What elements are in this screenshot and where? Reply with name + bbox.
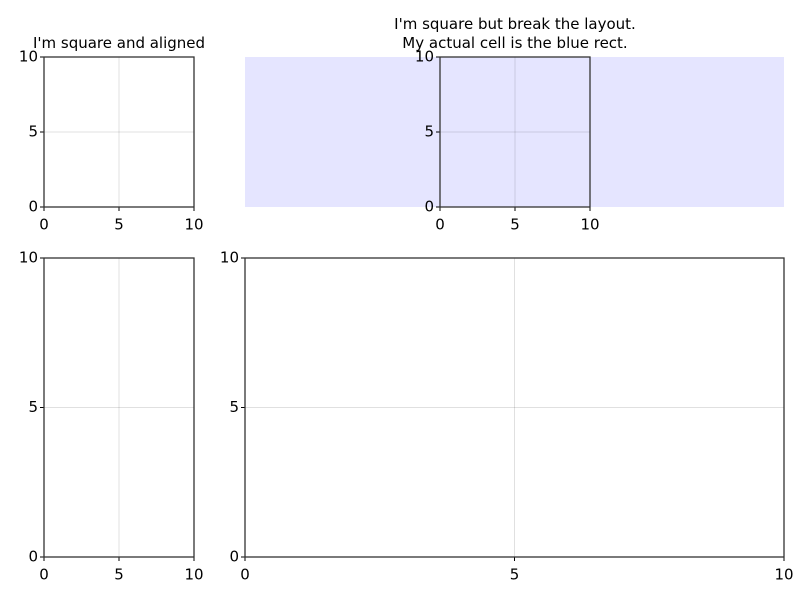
- axis-frame: [43, 56, 195, 208]
- x-tick-label: 5: [510, 566, 520, 584]
- axis-frame: [439, 56, 591, 208]
- x-tick-label: 5: [114, 216, 124, 234]
- y-tick-label: 10: [415, 48, 434, 66]
- axis-frame: [244, 257, 785, 558]
- x-tick-label: 5: [510, 216, 520, 234]
- x-tick-label: 10: [580, 216, 599, 234]
- x-tick-label: 0: [39, 216, 49, 234]
- x-tick-label: 5: [114, 566, 124, 584]
- y-tick-label: 10: [19, 249, 38, 267]
- x-tick-label: 10: [184, 566, 203, 584]
- y-tick-label: 5: [229, 398, 239, 416]
- y-tick-label: 0: [424, 198, 434, 216]
- x-tick-label: 10: [774, 566, 793, 584]
- x-tick-label: 10: [184, 216, 203, 234]
- axis-frame: [43, 257, 195, 558]
- x-tick-label: 0: [240, 566, 250, 584]
- y-tick-label: 5: [28, 123, 38, 141]
- x-tick-label: 0: [435, 216, 445, 234]
- axis-title: I'm square and aligned: [32, 34, 206, 52]
- y-tick-label: 0: [229, 548, 239, 566]
- x-tick-label: 0: [39, 566, 49, 584]
- y-tick-label: 0: [28, 548, 38, 566]
- axis-title: I'm square but break the layout. My actu…: [394, 15, 636, 52]
- y-tick-label: 0: [28, 198, 38, 216]
- y-tick-label: 5: [424, 123, 434, 141]
- y-tick-label: 5: [28, 398, 38, 416]
- layout-cell: [245, 57, 784, 207]
- y-tick-label: 10: [19, 48, 38, 66]
- y-tick-label: 10: [220, 249, 239, 267]
